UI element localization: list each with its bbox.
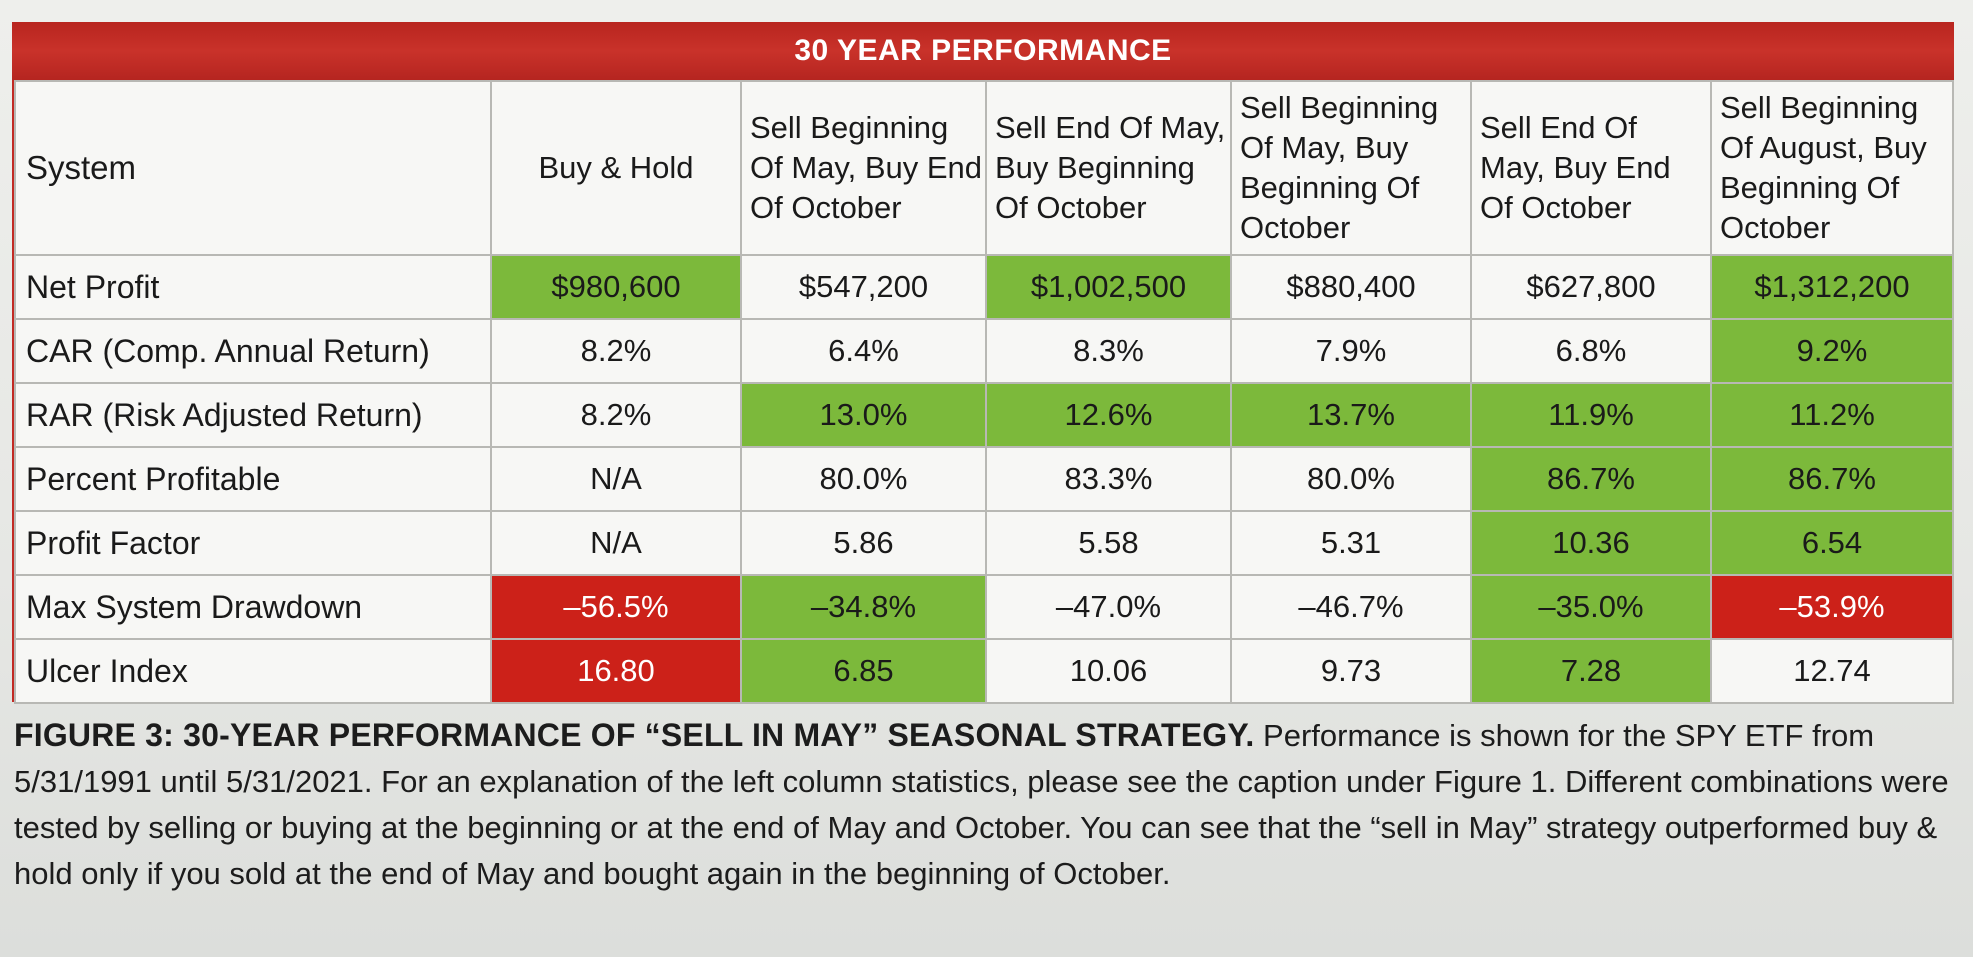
table-row: RAR (Risk Adjusted Return) 8.2% 13.0% 12.6%…: [14, 382, 1954, 448]
cell-sell-beg-aug-buy-beg-oct: $1,312,200: [1710, 254, 1954, 320]
table-row: Max System Drawdown –56.5% –34.8% –47.0% –46…: [14, 574, 1954, 640]
row-label: Net Profit: [14, 254, 492, 320]
table-banner-title: 30 YEAR PERFORMANCE: [12, 22, 1954, 80]
performance-table: System Buy & Hold Sell Beginning Of May,…: [14, 80, 1954, 704]
cell-sell-end-may-buy-beg-oct: 12.6%: [985, 382, 1232, 448]
cell-buy-and-hold: N/A: [490, 446, 742, 512]
table-row: Profit Factor N/A 5.86 5.58 5.31 10.36 6.54: [14, 510, 1954, 576]
header-buy-and-hold: Buy & Hold: [490, 80, 742, 256]
cell-sell-end-may-buy-end-oct: $627,800: [1470, 254, 1712, 320]
header-sell-end-may-buy-end-oct: Sell End Of May, Buy End Of October: [1470, 80, 1712, 256]
cell-buy-and-hold: 8.2%: [490, 318, 742, 384]
cell-buy-and-hold: –56.5%: [490, 574, 742, 640]
cell-sell-end-may-buy-beg-oct: 5.58: [985, 510, 1232, 576]
cell-sell-beg-may-buy-end-oct: $547,200: [740, 254, 987, 320]
cell-buy-and-hold: 8.2%: [490, 382, 742, 448]
cell-sell-end-may-buy-beg-oct: 10.06: [985, 638, 1232, 704]
cell-sell-beg-may-buy-beg-oct: $880,400: [1230, 254, 1472, 320]
cell-sell-beg-may-buy-beg-oct: 7.9%: [1230, 318, 1472, 384]
cell-buy-and-hold: N/A: [490, 510, 742, 576]
cell-sell-end-may-buy-beg-oct: –47.0%: [985, 574, 1232, 640]
cell-sell-end-may-buy-end-oct: –35.0%: [1470, 574, 1712, 640]
table-body: Net Profit $980,600 $547,200 $1,002,500 $880…: [14, 254, 1954, 704]
cell-sell-end-may-buy-end-oct: 10.36: [1470, 510, 1712, 576]
cell-sell-beg-may-buy-beg-oct: 9.73: [1230, 638, 1472, 704]
cell-sell-beg-aug-buy-beg-oct: 9.2%: [1710, 318, 1954, 384]
header-sell-beg-may-buy-end-oct: Sell Beginning Of May, Buy End Of Octobe…: [740, 80, 987, 256]
cell-sell-beg-aug-buy-beg-oct: 12.74: [1710, 638, 1954, 704]
cell-sell-end-may-buy-beg-oct: $1,002,500: [985, 254, 1232, 320]
header-system: System: [14, 80, 492, 256]
cell-sell-beg-may-buy-beg-oct: 5.31: [1230, 510, 1472, 576]
row-label: Max System Drawdown: [14, 574, 492, 640]
header-sell-end-may-buy-beg-oct: Sell End Of May, Buy Beginning Of Octobe…: [985, 80, 1232, 256]
cell-sell-beg-aug-buy-beg-oct: –53.9%: [1710, 574, 1954, 640]
row-label: Profit Factor: [14, 510, 492, 576]
row-label: Percent Profitable: [14, 446, 492, 512]
cell-sell-end-may-buy-beg-oct: 8.3%: [985, 318, 1232, 384]
table-row: CAR (Comp. Annual Return) 8.2% 6.4% 8.3% 7.9…: [14, 318, 1954, 384]
cell-sell-end-may-buy-end-oct: 7.28: [1470, 638, 1712, 704]
cell-sell-beg-may-buy-beg-oct: –46.7%: [1230, 574, 1472, 640]
table-row: Percent Profitable N/A 80.0% 83.3% 80.0% 86.7…: [14, 446, 1954, 512]
cell-buy-and-hold: 16.80: [490, 638, 742, 704]
row-label: RAR (Risk Adjusted Return): [14, 382, 492, 448]
cell-sell-end-may-buy-end-oct: 11.9%: [1470, 382, 1712, 448]
performance-table-frame: 30 YEAR PERFORMANCE System Buy & Hold Se…: [12, 22, 1954, 704]
cell-buy-and-hold: $980,600: [490, 254, 742, 320]
cell-sell-beg-aug-buy-beg-oct: 11.2%: [1710, 382, 1954, 448]
cell-sell-beg-aug-buy-beg-oct: 86.7%: [1710, 446, 1954, 512]
header-sell-beg-may-buy-beg-oct: Sell Beginning Of May, Buy Beginning Of …: [1230, 80, 1472, 256]
cell-sell-beg-may-buy-beg-oct: 13.7%: [1230, 382, 1472, 448]
table-row: Net Profit $980,600 $547,200 $1,002,500 $880…: [14, 254, 1954, 320]
figure-caption-text: Performance is shown for the SPY ETF fro…: [14, 718, 1949, 891]
row-label: CAR (Comp. Annual Return): [14, 318, 492, 384]
row-label: Ulcer Index: [14, 638, 492, 704]
cell-sell-beg-may-buy-beg-oct: 80.0%: [1230, 446, 1472, 512]
header-sell-beg-aug-buy-beg-oct: Sell Beginning Of August, Buy Beginning …: [1710, 80, 1954, 256]
cell-sell-end-may-buy-end-oct: 6.8%: [1470, 318, 1712, 384]
cell-sell-beg-may-buy-end-oct: 80.0%: [740, 446, 987, 512]
cell-sell-beg-may-buy-end-oct: –34.8%: [740, 574, 987, 640]
cell-sell-end-may-buy-beg-oct: 83.3%: [985, 446, 1232, 512]
cell-sell-beg-may-buy-end-oct: 5.86: [740, 510, 987, 576]
cell-sell-end-may-buy-end-oct: 86.7%: [1470, 446, 1712, 512]
header-row: System Buy & Hold Sell Beginning Of May,…: [14, 80, 1954, 256]
figure-caption: FIGURE 3: 30-YEAR PERFORMANCE OF “SELL I…: [14, 712, 1954, 897]
figure-caption-label: FIGURE 3: 30-YEAR PERFORMANCE OF “SELL I…: [14, 717, 1255, 753]
cell-sell-beg-may-buy-end-oct: 6.85: [740, 638, 987, 704]
cell-sell-beg-may-buy-end-oct: 13.0%: [740, 382, 987, 448]
cell-sell-beg-may-buy-end-oct: 6.4%: [740, 318, 987, 384]
table-row: Ulcer Index 16.80 6.85 10.06 9.73 7.28 12.74: [14, 638, 1954, 704]
cell-sell-beg-aug-buy-beg-oct: 6.54: [1710, 510, 1954, 576]
